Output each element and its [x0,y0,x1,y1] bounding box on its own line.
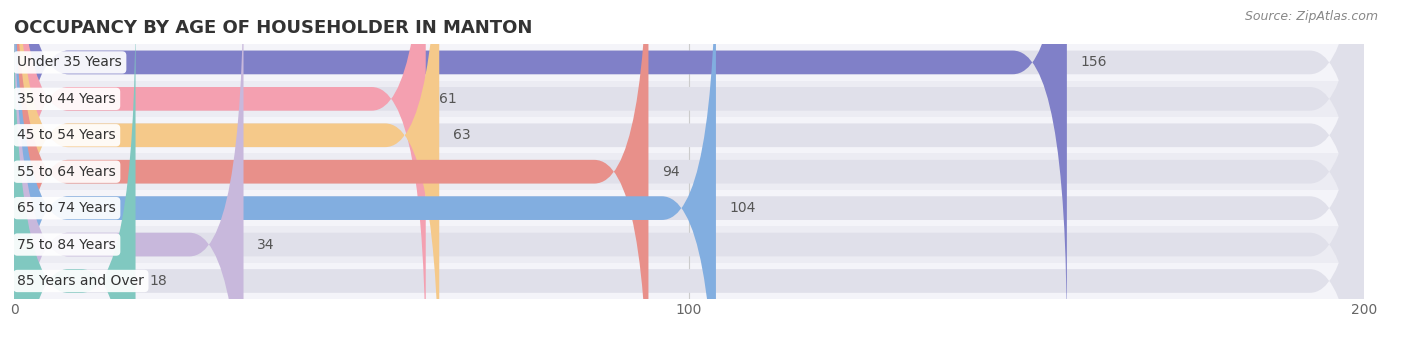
FancyBboxPatch shape [14,0,1364,340]
Text: Under 35 Years: Under 35 Years [17,55,122,69]
Text: 104: 104 [730,201,756,215]
Bar [14,263,1364,299]
Bar [14,117,1364,153]
Bar [14,44,1364,81]
FancyBboxPatch shape [14,0,716,340]
Text: 85 Years and Over: 85 Years and Over [17,274,145,288]
FancyBboxPatch shape [14,0,1364,340]
Text: 35 to 44 Years: 35 to 44 Years [17,92,117,106]
Text: 61: 61 [439,92,457,106]
Text: Source: ZipAtlas.com: Source: ZipAtlas.com [1244,10,1378,23]
Text: 65 to 74 Years: 65 to 74 Years [17,201,117,215]
FancyBboxPatch shape [14,0,243,340]
FancyBboxPatch shape [14,1,1364,340]
Bar [14,226,1364,263]
FancyBboxPatch shape [14,0,1067,340]
Text: 45 to 54 Years: 45 to 54 Years [17,128,117,142]
FancyBboxPatch shape [14,0,1364,340]
FancyBboxPatch shape [14,0,1364,340]
Text: OCCUPANCY BY AGE OF HOUSEHOLDER IN MANTON: OCCUPANCY BY AGE OF HOUSEHOLDER IN MANTO… [14,19,533,37]
FancyBboxPatch shape [14,0,426,340]
Bar [14,153,1364,190]
FancyBboxPatch shape [14,0,439,340]
Text: 18: 18 [149,274,167,288]
Text: 55 to 64 Years: 55 to 64 Years [17,165,117,179]
FancyBboxPatch shape [14,0,1364,340]
FancyBboxPatch shape [14,0,648,340]
Bar [14,190,1364,226]
Text: 75 to 84 Years: 75 to 84 Years [17,238,117,252]
Bar [14,81,1364,117]
FancyBboxPatch shape [14,1,135,340]
Text: 34: 34 [257,238,274,252]
Text: 156: 156 [1080,55,1107,69]
Text: 94: 94 [662,165,679,179]
Text: 63: 63 [453,128,471,142]
FancyBboxPatch shape [14,0,1364,340]
